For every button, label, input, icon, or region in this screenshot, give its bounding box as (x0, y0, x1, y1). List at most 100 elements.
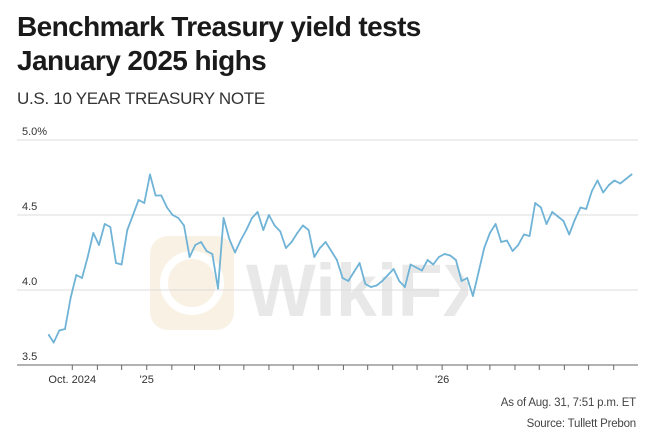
data-point (103, 223, 106, 225)
watermark-globe-icon (160, 251, 224, 315)
data-point (171, 214, 174, 216)
data-point (160, 194, 163, 197)
data-point (438, 256, 440, 258)
data-point (364, 283, 367, 285)
data-point (137, 199, 140, 201)
data-point (149, 173, 151, 176)
data-point (551, 211, 554, 213)
data-point (273, 224, 276, 227)
data-point (370, 286, 372, 288)
data-point (500, 241, 503, 243)
data-point (132, 214, 134, 216)
chart-title: Benchmark Treasury yield tests January 2… (17, 10, 617, 78)
data-point (58, 329, 61, 332)
chart-subtitle: U.S. 10 YEAR TREASURY NOTE (17, 89, 265, 108)
data-point (279, 230, 282, 233)
data-point (489, 232, 491, 234)
data-point (262, 229, 265, 231)
data-point (120, 263, 123, 266)
data-point (613, 179, 616, 182)
data-point (426, 259, 429, 261)
series-layer (47, 173, 633, 344)
data-point (205, 250, 208, 252)
data-point (591, 190, 593, 192)
data-point (460, 280, 463, 282)
data-point (381, 280, 384, 282)
data-point (415, 266, 418, 269)
data-point (256, 211, 259, 213)
data-point (268, 214, 270, 216)
series-line-0 (47, 173, 633, 344)
data-point (455, 259, 457, 261)
data-point (534, 202, 537, 204)
data-point (86, 256, 89, 258)
data-point (290, 241, 293, 243)
data-point (64, 328, 66, 330)
data-point (540, 206, 542, 209)
data-point (466, 277, 469, 279)
data-point (574, 218, 576, 221)
data-point (302, 224, 304, 227)
data-point (126, 229, 129, 231)
grid: 5.0% 4.5 4.0 3.5 (17, 126, 638, 363)
y-tick-label: 4.5 (22, 201, 37, 213)
data-point (358, 262, 361, 264)
data-point (347, 280, 350, 282)
chart-title-line-1: Benchmark Treasury yield tests (17, 11, 421, 42)
data-point (228, 238, 231, 240)
data-point (472, 295, 474, 297)
data-point (630, 173, 633, 176)
data-point (562, 220, 565, 222)
data-point (421, 269, 423, 272)
data-point (483, 247, 486, 249)
data-point (568, 233, 571, 236)
data-point (92, 232, 95, 234)
data-point (194, 244, 197, 246)
data-point (217, 287, 219, 290)
data-point (608, 184, 610, 186)
data-point (517, 244, 520, 246)
data-point (404, 286, 406, 288)
data-point (98, 244, 100, 246)
data-point (443, 253, 446, 255)
data-point (307, 229, 310, 231)
data-point (392, 268, 395, 270)
x-tick-label: '26 (435, 374, 449, 386)
x-tick-label: '25 (140, 374, 154, 386)
data-point (528, 235, 531, 237)
chart-title-line-2: January 2025 highs (17, 45, 267, 76)
data-point (200, 241, 202, 243)
x-axis: Oct. 2024 '25 '26 (17, 364, 638, 386)
data-point (222, 217, 225, 219)
data-point (506, 239, 508, 242)
data-point (75, 274, 78, 276)
data-point (183, 224, 185, 227)
y-tick-label: 3.5 (22, 351, 37, 363)
data-point (143, 202, 146, 204)
data-point (115, 262, 117, 264)
data-point (285, 247, 287, 249)
data-point (52, 341, 55, 344)
data-point (234, 251, 236, 254)
data-point (602, 191, 605, 194)
data-point (324, 241, 327, 243)
data-point (69, 296, 72, 299)
data-point (245, 229, 248, 231)
data-point (330, 250, 333, 252)
data-point (585, 208, 588, 210)
data-point (409, 263, 412, 266)
x-tick-label: Oct. 2024 (48, 374, 96, 386)
data-point (477, 271, 480, 273)
as-of-timestamp: As of Aug. 31, 7:51 p.m. ET (500, 397, 636, 409)
data-point (398, 280, 401, 282)
data-point (579, 206, 582, 209)
data-point (523, 233, 525, 236)
data-point (596, 179, 599, 182)
data-point (619, 182, 622, 185)
data-point (511, 250, 514, 252)
data-point (211, 253, 214, 255)
data-point (109, 226, 112, 228)
data-point (375, 284, 378, 287)
data-point (47, 334, 50, 336)
data-point (387, 274, 389, 276)
